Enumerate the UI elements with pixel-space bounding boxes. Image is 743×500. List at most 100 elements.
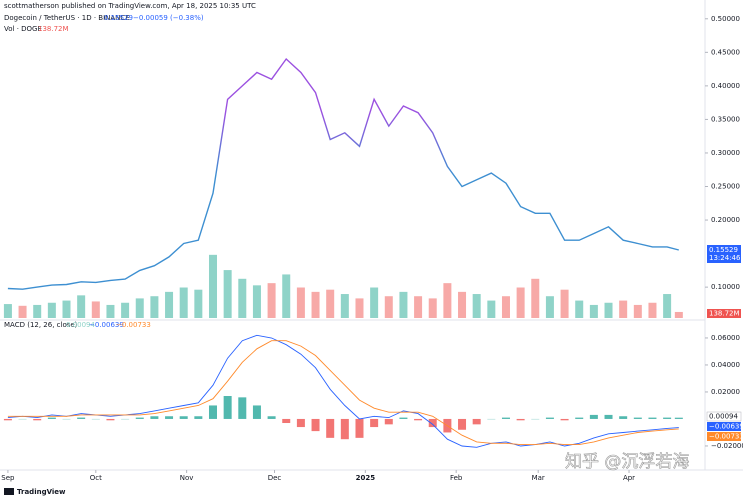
histogram-bar: [633, 417, 642, 419]
price-legend: 0.15529: [104, 14, 133, 22]
volume-bar: [165, 291, 174, 318]
volume-bar: [399, 291, 408, 318]
line: [7, 57, 679, 290]
histogram-bar: [472, 418, 481, 425]
y-tick-label: 0.20000: [711, 216, 740, 224]
histogram-bar: [165, 416, 174, 419]
line: [7, 340, 679, 446]
price-tag: [707, 245, 741, 263]
volume-bar: [135, 298, 144, 318]
x-tick-label: Oct: [90, 474, 102, 482]
x-tick-label: 2025: [356, 474, 376, 482]
histogram-bar: [355, 418, 364, 438]
volume-bar: [589, 304, 598, 318]
hist-tag: [706, 411, 742, 422]
y-tick-label: 0.40000: [711, 82, 740, 90]
volume-bar: [384, 296, 393, 318]
volume-bar: [487, 300, 496, 318]
signal-tag: [707, 432, 741, 441]
volume-bar: [3, 304, 12, 318]
signal-tag-label: −0.00733: [709, 433, 743, 441]
histogram-bar: [384, 418, 393, 425]
histogram-bar: [604, 414, 613, 419]
volume-bar: [296, 287, 305, 318]
x-tick-label: Feb: [450, 474, 463, 482]
histogram-bar: [267, 416, 276, 419]
volume-bar: [150, 296, 159, 318]
y-tick-label: 0.02000: [711, 388, 740, 396]
x-tick-label: Nov: [180, 474, 194, 482]
x-tick-label: Apr: [623, 474, 635, 482]
volume-bar: [531, 278, 540, 318]
volume-bar: [648, 302, 657, 318]
histogram-bar: [619, 416, 628, 419]
macd-tag-label: −0.00639: [709, 423, 743, 431]
volume-bar: [18, 305, 27, 318]
volume-bar: [472, 294, 481, 318]
volume-bar: [62, 300, 71, 318]
histogram-bar: [589, 414, 598, 419]
histogram-bar: [326, 418, 335, 438]
volume-bar: [267, 283, 276, 318]
histogram-bar: [414, 418, 423, 421]
volume-bar: [370, 287, 379, 318]
symbol: Dogecoin / TetherUS · 1D · BINANCE: [4, 14, 130, 22]
line: [7, 334, 679, 448]
x-tick-label: Sep: [1, 474, 15, 482]
volume-bar: [604, 302, 613, 318]
histogram-bar: [77, 417, 86, 419]
volume-bar: [326, 289, 335, 318]
volume-bar: [311, 291, 320, 318]
histogram-bar: [282, 418, 291, 424]
volume-tag-label: 138.72M: [709, 310, 740, 318]
volume-bar: [414, 296, 423, 318]
y-tick-label: 0.04000: [711, 361, 740, 369]
histogram-bar: [516, 418, 525, 421]
histogram-bar: [340, 418, 349, 440]
volume-legend: 138.72M: [38, 25, 69, 33]
volume-bar: [443, 283, 452, 318]
histogram-bar: [399, 417, 408, 419]
histogram-bar: [560, 418, 569, 421]
macd-legend: −0.00639: [89, 321, 124, 329]
x-tick-label: Dec: [268, 474, 282, 482]
histogram-bar: [194, 416, 203, 419]
volume-bar: [208, 254, 217, 318]
y-tick-label: 0.10000: [711, 283, 740, 291]
y-tick-label: 0.06000: [711, 334, 740, 342]
histogram-bar: [33, 418, 42, 421]
histogram-bar: [575, 417, 584, 419]
histogram-bar: [458, 418, 467, 430]
histogram-bar: [238, 397, 247, 419]
volume-bar: [545, 296, 554, 318]
histogram-bar: [150, 416, 159, 419]
volume-bar: [501, 296, 510, 318]
histogram-bar: [106, 418, 115, 421]
macd-legend: −0.00733: [116, 321, 151, 329]
volume-bar: [516, 287, 525, 318]
histogram-bar: [208, 405, 217, 419]
plot: 0.50000 0.45000 0.40000 0.35000 0.30000 0.250…: [1, 15, 743, 482]
volume-bar: [252, 285, 261, 318]
volume-tag: [707, 309, 741, 318]
volume-bar: [121, 302, 130, 318]
histogram-bar: [370, 418, 379, 428]
y-tick-label: 0.35000: [711, 115, 740, 123]
volume-bar: [282, 274, 291, 318]
histogram-bar: [252, 405, 261, 419]
volume-bar: [106, 304, 115, 318]
volume-bar: [47, 302, 56, 318]
volume-bar: [238, 278, 247, 318]
histogram-bar: [223, 396, 232, 419]
macd-title: MACD (12, 26, close): [4, 321, 78, 329]
volume-bar: [194, 289, 203, 318]
histogram-bar: [663, 417, 672, 419]
volume-bar: [575, 300, 584, 318]
macd-legend: 0.00094: [66, 321, 95, 329]
countdown: 13:24:46: [709, 254, 741, 262]
y-tick-label: 0.50000: [711, 15, 740, 23]
hist-tag-label: 0.00094: [709, 413, 738, 421]
volume-bar: [633, 304, 642, 318]
volume-bar: [428, 298, 437, 318]
logo: [4, 488, 14, 495]
